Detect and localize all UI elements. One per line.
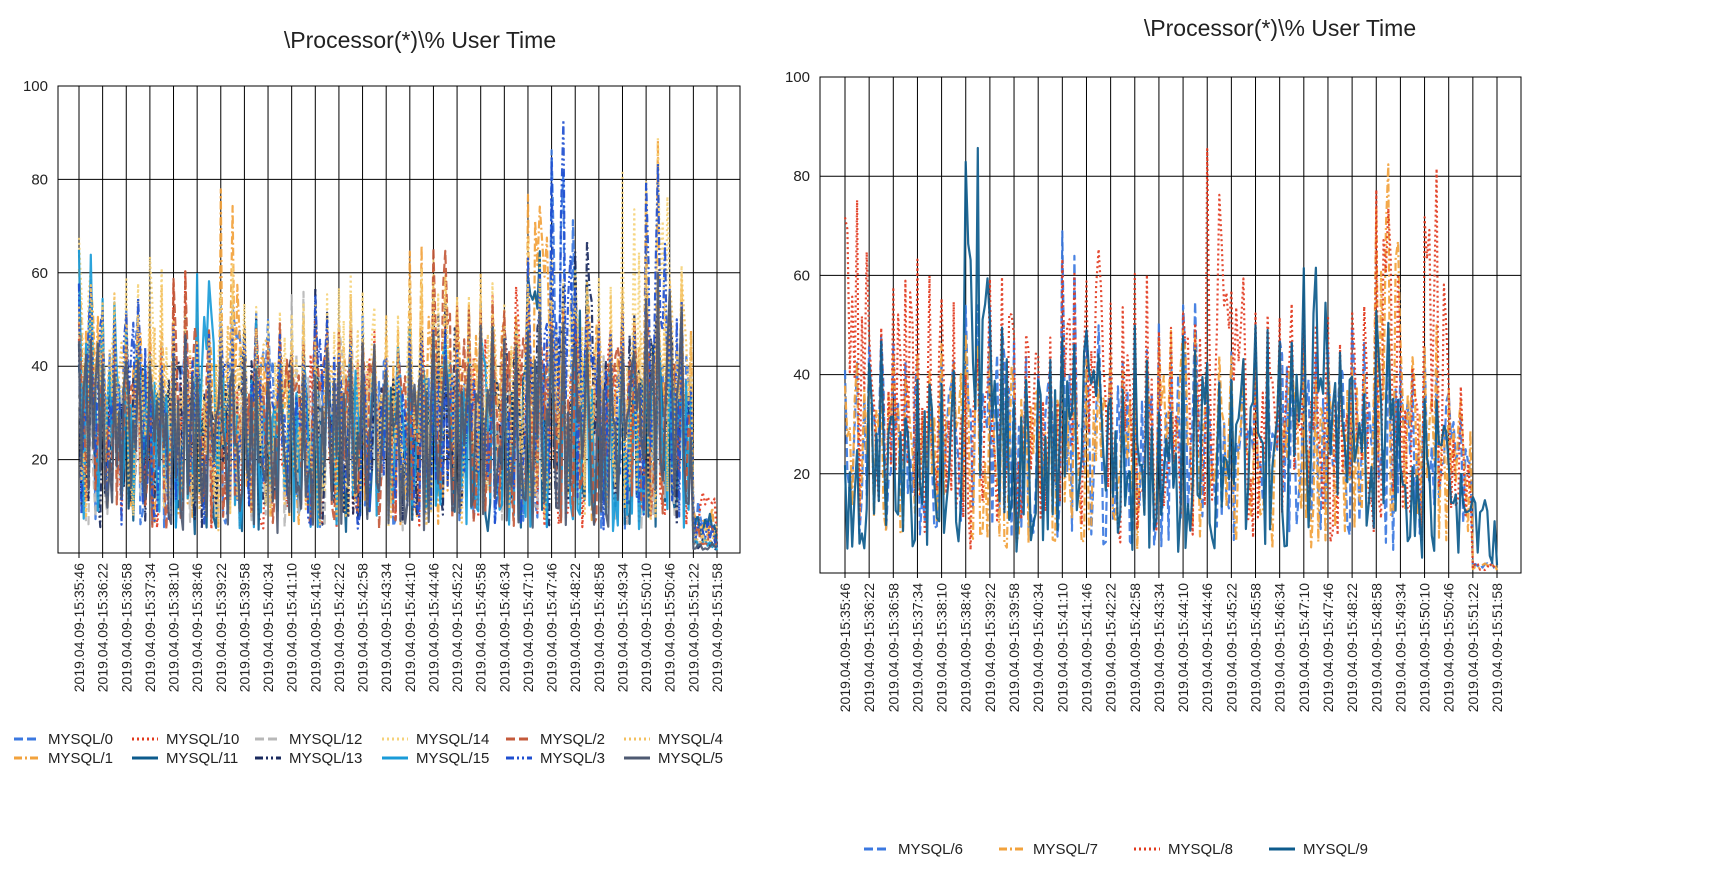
chart-right: \Processor(*)\% User Time 20 40 60 80 100 201… [785, 15, 1522, 858]
x-tick-label: 2019.04.09-15:42:22 [331, 563, 347, 692]
x-tick-label: 2019.04.09-15:35:46 [71, 563, 87, 692]
x-tick-label: 2019.04.09-15:39:58 [236, 563, 252, 692]
y-tick-label: 60 [31, 265, 48, 282]
x-tick-label: 2019.04.09-15:49:34 [614, 563, 630, 692]
x-tick-label: 2019.04.09-15:41:46 [1078, 583, 1094, 712]
chart-title: \Processor(*)\% User Time [284, 27, 556, 53]
x-tick-label: 2019.04.09-15:51:58 [1489, 583, 1505, 712]
legend-label: MYSQL/8 [1168, 841, 1233, 858]
legend-label: MYSQL/12 [289, 731, 362, 748]
x-tick-label: 2019.04.09-15:36:58 [118, 563, 134, 692]
legend-label: MYSQL/1 [48, 750, 113, 767]
x-tick-label: 2019.04.09-15:44:10 [402, 563, 418, 692]
x-tick-label: 2019.04.09-15:42:58 [1127, 583, 1143, 712]
x-tick-label: 2019.04.09-15:43:34 [378, 563, 394, 692]
y-tick-label: 80 [31, 171, 48, 188]
series-layer [77, 118, 719, 552]
x-tick-label: 2019.04.09-15:40:34 [260, 563, 276, 692]
series-line [843, 147, 1498, 572]
x-tick-label: 2019.04.09-15:48:22 [567, 563, 583, 692]
y-tick-label: 80 [793, 168, 810, 185]
x-tick-label: 2019.04.09-15:37:34 [142, 563, 158, 692]
x-tick-label: 2019.04.09-15:43:34 [1151, 583, 1167, 712]
legend-label: MYSQL/14 [416, 731, 489, 748]
x-tick-label: 2019.04.09-15:38:10 [166, 563, 182, 692]
x-tick-label: 2019.04.09-15:51:22 [685, 563, 701, 692]
x-tick-label: 2019.04.09-15:48:58 [1368, 583, 1384, 712]
y-tick-label: 100 [23, 78, 48, 95]
legend: MYSQL/6 MYSQL/7 MYSQL/8 MYSQL/9 [864, 841, 1368, 858]
legend-label: MYSQL/10 [166, 731, 239, 748]
x-tick-label: 2019.04.09-15:47:46 [544, 563, 560, 692]
legend-label: MYSQL/15 [416, 750, 489, 767]
x-tick-label: 2019.04.09-15:47:10 [1296, 583, 1312, 712]
x-tick-label: 2019.04.09-15:45:22 [449, 563, 465, 692]
chart-title: \Processor(*)\% User Time [1144, 15, 1416, 41]
x-tick-label: 2019.04.09-15:51:22 [1465, 583, 1481, 712]
y-tick-label: 20 [793, 466, 810, 483]
x-tick-label: 2019.04.09-15:35:46 [837, 583, 853, 712]
series-layer [843, 146, 1499, 572]
legend-label: MYSQL/13 [289, 750, 362, 767]
x-tick-label: 2019.04.09-15:38:10 [934, 583, 950, 712]
x-tick-label: 2019.04.09-15:48:58 [591, 563, 607, 692]
legend-label: MYSQL/9 [1303, 841, 1368, 858]
legend-label: MYSQL/0 [48, 731, 113, 748]
x-tick-label: 2019.04.09-15:49:34 [1392, 583, 1408, 712]
x-tick-label: 2019.04.09-15:45:58 [473, 563, 489, 692]
legend-label: MYSQL/2 [540, 731, 605, 748]
legend-label: MYSQL/11 [166, 750, 238, 767]
series-line [77, 271, 718, 551]
x-tick-label: 2019.04.09-15:37:34 [909, 583, 925, 712]
x-tick-label: 2019.04.09-15:40:34 [1030, 583, 1046, 712]
series-line [77, 265, 718, 546]
x-tick-label: 2019.04.09-15:39:22 [213, 563, 229, 692]
y-tick-label: 60 [793, 267, 810, 284]
x-tick-label: 2019.04.09-15:36:58 [885, 583, 901, 712]
x-tick-label: 2019.04.09-15:46:34 [1272, 583, 1288, 712]
legend: MYSQL/0 MYSQL/1 MYSQL/10 MYSQL/11 MYSQL/12 MY… [14, 731, 723, 767]
y-tick-label: 20 [31, 452, 48, 469]
chart-left: \Processor(*)\% User Time 20 40 60 80 100 201… [14, 27, 741, 767]
y-tick-label: 40 [793, 367, 810, 384]
x-tick-label: 2019.04.09-15:36:22 [95, 563, 111, 692]
x-tick-label: 2019.04.09-15:45:58 [1248, 583, 1264, 712]
x-tick-label: 2019.04.09-15:39:58 [1006, 583, 1022, 712]
x-tick-label: 2019.04.09-15:38:46 [189, 563, 205, 692]
x-tick-label: 2019.04.09-15:48:22 [1344, 583, 1360, 712]
x-tick-label: 2019.04.09-15:50:46 [1441, 583, 1457, 712]
legend-label: MYSQL/6 [898, 841, 963, 858]
x-tick-label: 2019.04.09-15:38:46 [958, 583, 974, 712]
series-line [843, 146, 1499, 566]
x-tick-label: 2019.04.09-15:41:10 [1054, 583, 1070, 712]
y-tick-label: 40 [31, 358, 48, 375]
x-tick-label: 2019.04.09-15:51:58 [709, 563, 725, 692]
x-tick-label: 2019.04.09-15:41:46 [307, 563, 323, 692]
x-tick-label: 2019.04.09-15:44:46 [1199, 583, 1215, 712]
x-tick-label: 2019.04.09-15:39:22 [982, 583, 998, 712]
x-tick-label: 2019.04.09-15:50:10 [638, 563, 654, 692]
x-tick-label: 2019.04.09-15:44:10 [1175, 583, 1191, 712]
x-tick-label: 2019.04.09-15:42:58 [355, 563, 371, 692]
x-tick-label: 2019.04.09-15:50:10 [1417, 583, 1433, 712]
series-line [843, 163, 1499, 571]
legend-label: MYSQL/5 [658, 750, 723, 767]
legend-label: MYSQL/4 [658, 731, 723, 748]
x-tick-label: 2019.04.09-15:36:22 [861, 583, 877, 712]
legend-label: MYSQL/7 [1033, 841, 1098, 858]
y-tick-label: 100 [785, 69, 810, 86]
x-tick-label: 2019.04.09-15:50:46 [662, 563, 678, 692]
x-tick-label: 2019.04.09-15:47:46 [1320, 583, 1336, 712]
x-tick-label: 2019.04.09-15:41:10 [284, 563, 300, 692]
x-tick-label: 2019.04.09-15:47:10 [520, 563, 536, 692]
legend-label: MYSQL/3 [540, 750, 605, 767]
x-tick-label: 2019.04.09-15:42:22 [1103, 583, 1119, 712]
x-tick-label: 2019.04.09-15:46:34 [496, 563, 512, 692]
x-tick-label: 2019.04.09-15:45:22 [1223, 583, 1239, 712]
x-tick-label: 2019.04.09-15:44:46 [425, 563, 441, 692]
